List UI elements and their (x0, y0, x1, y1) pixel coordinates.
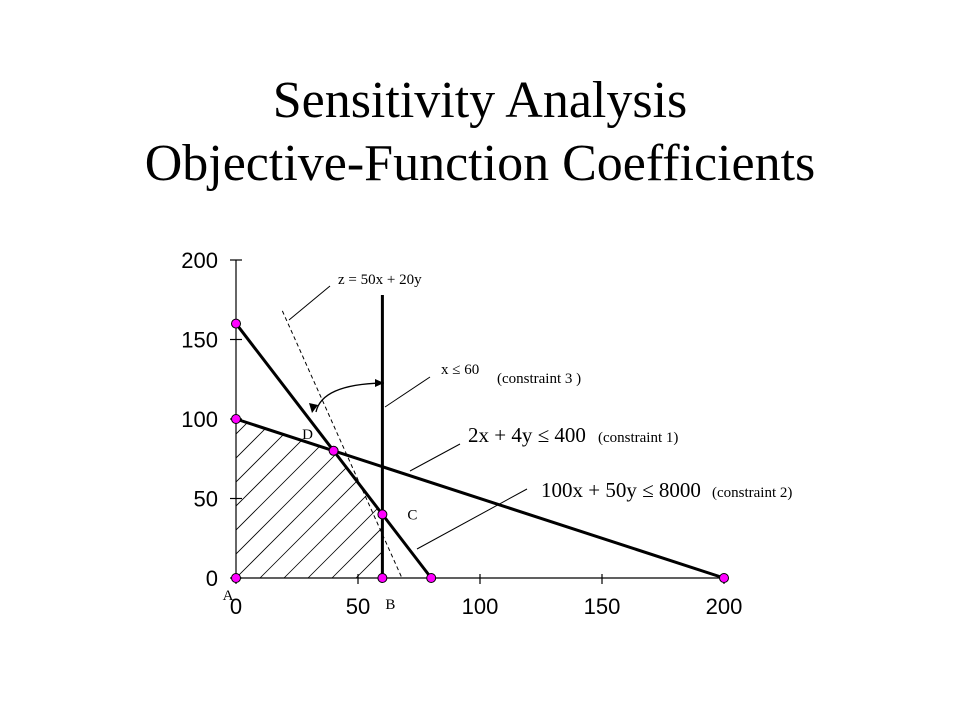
hatch-line (283, 419, 383, 578)
constraint-line (235, 417, 725, 580)
hatch-line (0, 378, 52, 578)
hatch-line (860, 378, 960, 578)
axes: 0 50 100 150 200 0 50 100 150 200 (181, 248, 742, 619)
corner-point-marker (719, 573, 729, 583)
hatch-line (236, 419, 269, 578)
corner-point-marker (328, 445, 339, 456)
corner-point-marker (231, 573, 241, 583)
corner-point-marker (426, 573, 437, 583)
hatch-line (692, 378, 892, 578)
constraint-3-label: (constraint 3 ) (497, 371, 581, 387)
y-tick-label: 0 (206, 566, 218, 591)
rotation-arrow (315, 382, 385, 413)
constraint-1-leader-line (409, 443, 461, 472)
point-label-d: D (302, 427, 313, 443)
rotation-arrow-head-upper (375, 379, 384, 387)
point-label-b: B (385, 597, 395, 613)
hatch-line (788, 378, 960, 578)
hatch-line (764, 378, 960, 578)
feasible-region-hatch (0, 378, 960, 578)
hatch-line (236, 419, 383, 578)
title-line-1: Sensitivity Analysis (272, 72, 688, 129)
corner-markers (231, 318, 729, 583)
corner-point-marker (377, 573, 388, 583)
constraint-1-equation: 2x + 4y ≤ 400 (468, 423, 586, 447)
objective-function-label: z = 50x + 20y (338, 272, 422, 288)
corner-point-marker (231, 318, 241, 329)
point-label-c: C (407, 507, 417, 523)
hatch-line (0, 378, 172, 578)
objective-leader-line (288, 285, 331, 321)
corner-point-marker (377, 509, 388, 520)
point-label-a: A (223, 588, 234, 604)
constraint-2-equation: 100x + 50y ≤ 8000 (541, 478, 701, 502)
hatch-line (908, 378, 960, 578)
y-tick-label: 200 (181, 248, 218, 273)
x-tick-label: 50 (346, 594, 370, 619)
hatch-line (0, 378, 4, 578)
hatch-line (355, 419, 383, 578)
constraint-1-label: (constraint 1) (598, 430, 678, 446)
constraint-3-equation: x ≤ 60 (441, 362, 479, 378)
hatch-line (331, 419, 383, 578)
hatch-line (0, 378, 28, 578)
hatch-line (0, 378, 76, 578)
chart-labels: A B C Dz = 50x + 20y x ≤ 60 (constraint 3 ) 2x… (223, 272, 793, 613)
hatch-line (307, 419, 383, 578)
y-tick-label: 50 (194, 487, 218, 512)
hatch-line (716, 378, 916, 578)
hatch-line (812, 378, 960, 578)
hatch-line (0, 378, 196, 578)
constraint-3-leader-line (384, 376, 431, 408)
constraint-2-label: (constraint 2) (712, 485, 792, 501)
corner-point-marker (231, 414, 241, 424)
x-tick-label: 200 (706, 594, 743, 619)
hatch-line (836, 378, 960, 578)
hatch-line (932, 378, 960, 578)
hatch-line (236, 419, 383, 578)
hatch-line (0, 378, 124, 578)
hatch-line (884, 378, 960, 578)
title-line-2: Objective-Function Coefficients (144, 135, 816, 192)
hatch-line (259, 419, 383, 578)
hatch-line (236, 419, 341, 578)
y-tick-label: 100 (181, 407, 218, 432)
hatch-line (0, 378, 148, 578)
y-tick-label: 150 (181, 328, 218, 353)
x-tick-label: 100 (462, 594, 499, 619)
hatch-line (236, 419, 365, 578)
rotation-arrow-head-lower (309, 403, 318, 413)
hatch-line (236, 419, 383, 578)
hatch-line (0, 378, 100, 578)
x-tick-label: 0 (230, 594, 242, 619)
constraint-2-leader-line (416, 488, 528, 550)
hatch-line (740, 378, 940, 578)
x-tick-label: 150 (584, 594, 621, 619)
